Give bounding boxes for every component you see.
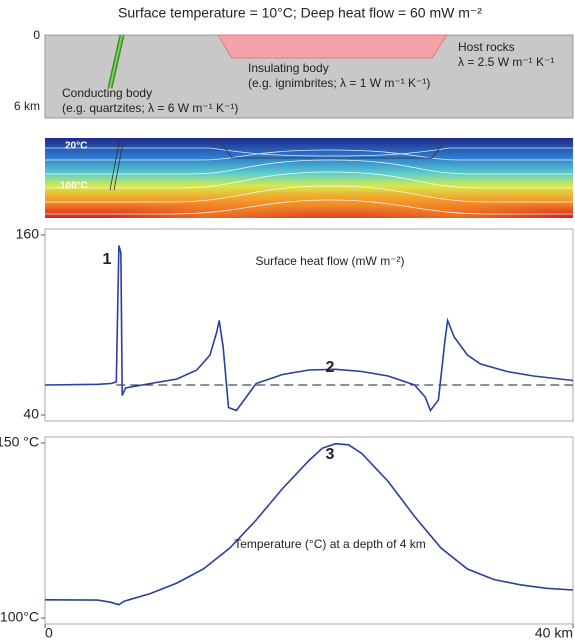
- isotherm-label: 100°C: [60, 181, 88, 192]
- y-tick-label: 160: [16, 226, 40, 242]
- annotation: 1: [103, 251, 112, 268]
- x-tick-label: 40 km: [535, 625, 573, 641]
- depth-bottom: 6 km: [14, 99, 40, 113]
- chart-title: Surface heat flow (mW m⁻²): [255, 254, 404, 268]
- isotherms: [45, 147, 573, 215]
- insulating-note: (e.g. ignimbrites; λ = 1 W m⁻¹ K⁻¹): [248, 76, 430, 90]
- conducting-body-highlight: [109, 34, 123, 89]
- annotation: 3: [326, 446, 335, 463]
- plot-frame: [44, 228, 574, 422]
- insulator-outline: [217, 137, 448, 159]
- data-line: [44, 245, 574, 413]
- plot-frame: [44, 436, 574, 625]
- data-line: [44, 442, 574, 606]
- conducting-note: (e.g. quartzites; λ = 6 W m⁻¹ K⁻¹): [62, 101, 238, 115]
- insulating-label: Insulating body: [248, 61, 329, 75]
- temperature-field-anomaly: [45, 138, 573, 218]
- conducting-label: Conducting body: [62, 86, 152, 100]
- y-tick-label: 150 °C: [0, 434, 39, 450]
- isotherm-label: 20°C: [65, 141, 87, 152]
- x-tick-label: 0: [45, 625, 53, 641]
- depth-top: 0: [33, 28, 40, 42]
- chart-title: Temperature (°C) at a depth of 4 km: [234, 537, 426, 551]
- host-label: Host rocks: [458, 40, 515, 54]
- figure-title: Surface temperature = 10°C; Deep heat fl…: [118, 5, 482, 21]
- y-tick-label: 100°C: [0, 609, 39, 625]
- conductor-outline: [109, 137, 125, 191]
- host-note: λ = 2.5 W m⁻¹ K⁻¹: [458, 55, 554, 69]
- y-tick-label: 40: [23, 406, 39, 422]
- insulating-body: [217, 34, 448, 59]
- annotation: 2: [326, 359, 335, 376]
